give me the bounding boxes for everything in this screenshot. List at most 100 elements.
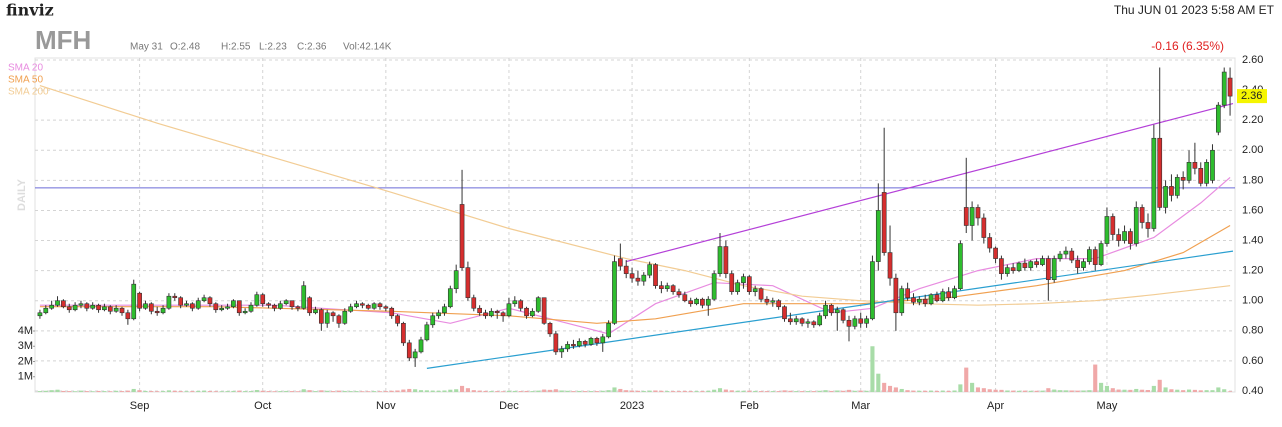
- x-tick-label: Feb: [740, 400, 759, 412]
- quote-high: H:2.55: [221, 42, 251, 53]
- candle-body: [154, 310, 160, 314]
- volume-bar: [999, 389, 1004, 392]
- candle-body: [84, 303, 90, 309]
- volume-bar: [887, 385, 893, 392]
- volume-bar: [1228, 391, 1233, 392]
- candle-body: [137, 292, 142, 309]
- candle-body: [102, 306, 107, 311]
- volume-bar: [196, 390, 201, 392]
- volume-bar: [1052, 389, 1057, 392]
- candle-body: [190, 303, 195, 309]
- volume-bar: [729, 390, 734, 392]
- candle-body: [530, 310, 535, 317]
- volume-bar: [61, 390, 66, 392]
- volume-bar: [1069, 390, 1074, 392]
- candle-body: [72, 304, 78, 311]
- volume-bar: [870, 346, 875, 392]
- candle-body: [729, 273, 735, 292]
- candle-body: [588, 338, 594, 345]
- volume-bar: [307, 390, 312, 392]
- candle-body: [1210, 149, 1215, 181]
- volume-bar: [735, 390, 740, 392]
- candle-body: [459, 204, 465, 268]
- volume-bar: [624, 390, 629, 392]
- volume-bar: [542, 389, 547, 392]
- volume-bar: [1169, 389, 1174, 392]
- volume-bar: [108, 391, 113, 392]
- volume-bar: [418, 390, 424, 392]
- candle-body: [207, 297, 213, 305]
- candle-body: [999, 258, 1004, 274]
- volume-bar: [706, 390, 711, 392]
- volume-bar: [635, 390, 640, 392]
- volume-bar: [1116, 389, 1121, 392]
- trendline: [626, 103, 1234, 263]
- volume-bar: [1104, 385, 1110, 392]
- candle-body: [535, 297, 541, 312]
- candle-body: [1010, 267, 1016, 271]
- candle-body: [43, 307, 49, 314]
- candle-body: [788, 318, 793, 323]
- candle-body: [723, 246, 729, 274]
- candle-body: [1198, 168, 1204, 184]
- candle-body: [277, 303, 283, 309]
- candle-body: [37, 312, 43, 317]
- x-tick-label: Oct: [254, 400, 271, 412]
- volume-bar: [459, 385, 465, 392]
- candle-body: [318, 309, 324, 324]
- candle-body: [612, 261, 617, 324]
- ticker: MFH: [35, 25, 91, 55]
- candle-body: [512, 300, 518, 305]
- candle-body: [793, 318, 799, 323]
- volume-bar: [1081, 390, 1086, 392]
- candle-body: [1204, 162, 1209, 184]
- candle-body: [1145, 222, 1151, 229]
- legend-entry: SMA 200: [8, 87, 49, 98]
- candle-body: [1151, 137, 1157, 229]
- candle-body: [1157, 137, 1163, 208]
- volume-bar: [1057, 390, 1063, 392]
- volume-bar: [436, 390, 441, 392]
- candle-body: [670, 285, 676, 293]
- candle-body: [922, 298, 928, 305]
- candle-body: [55, 300, 60, 306]
- candle-body: [107, 306, 113, 312]
- volume-bar: [483, 390, 488, 392]
- volume-bar: [987, 389, 992, 392]
- volume-bar: [1192, 389, 1197, 392]
- volume-bar: [1204, 390, 1209, 392]
- y-tick-label: 1.00: [1242, 295, 1263, 307]
- logo[interactable]: finviz: [6, 1, 54, 20]
- volume-bar: [612, 387, 617, 392]
- candle-body: [846, 319, 852, 327]
- candle-body: [887, 252, 893, 279]
- candle-body: [1081, 261, 1086, 268]
- x-tick-label: Dec: [499, 400, 519, 412]
- volume-bar: [975, 387, 981, 392]
- candle-body: [700, 298, 705, 306]
- volume-bar: [1134, 388, 1139, 392]
- candle-body: [952, 288, 957, 299]
- candle-body: [958, 243, 963, 289]
- candle-body: [776, 300, 781, 308]
- volume-bar: [800, 391, 805, 392]
- candle-body: [629, 273, 635, 279]
- volume-bar: [594, 391, 599, 392]
- quote-low: L:2.23: [259, 42, 287, 53]
- candle-body: [582, 341, 588, 345]
- volume-tick-label: 4M: [18, 325, 33, 337]
- volume-bar: [289, 391, 295, 392]
- candle-body: [231, 300, 236, 308]
- candle-body: [899, 288, 905, 314]
- volume-bar: [1046, 388, 1051, 392]
- x-tick-label: Mar: [851, 400, 870, 412]
- volume-bar: [37, 391, 42, 392]
- candle-body: [864, 318, 869, 324]
- volume-bar: [893, 387, 898, 392]
- volume-bar: [536, 390, 541, 392]
- volume-bar: [213, 391, 218, 392]
- candle-body: [148, 303, 154, 312]
- volume-bar: [934, 390, 939, 392]
- volume-bar: [852, 390, 857, 392]
